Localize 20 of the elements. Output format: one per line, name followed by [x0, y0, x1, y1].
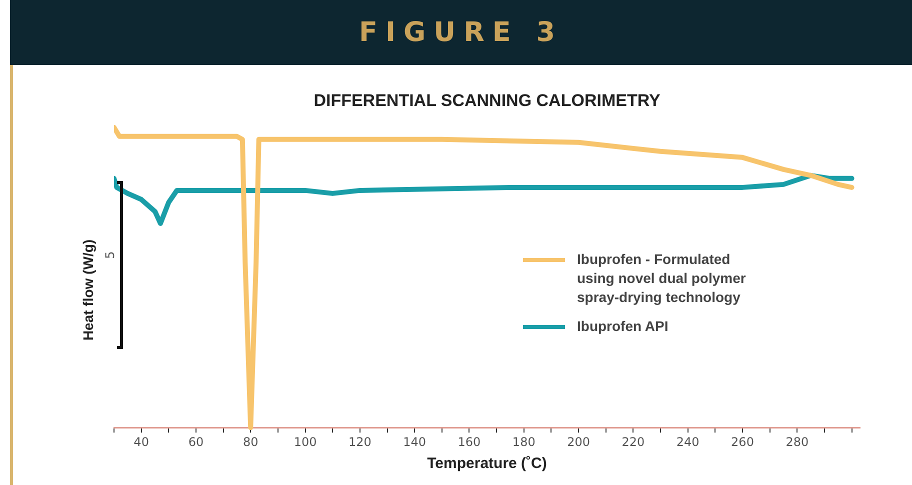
x-tick-label: 160: [458, 434, 481, 449]
legend-label: Ibuprofen - Formulated using novel dual polymer spray-drying technology: [577, 250, 747, 307]
x-tick-label: 280: [786, 434, 809, 449]
x-tick-label: 40: [134, 434, 149, 449]
x-tick-label: 120: [348, 434, 372, 449]
annotation: 5: [102, 251, 117, 259]
x-tick-label: 140: [403, 434, 426, 449]
caption: FIGURE 3: [10, 0, 912, 65]
x-axis-title: Temperature (˚C): [427, 455, 547, 472]
legend-label: Ibuprofen API: [577, 317, 668, 336]
x-tick-label: 180: [512, 434, 536, 449]
x-tick-label: 240: [676, 434, 700, 449]
x-tick-label: 60: [188, 434, 204, 449]
x-tick-label: 260: [731, 434, 754, 449]
x-tick-label: 200: [567, 434, 590, 449]
y-axis-title: Heat flow (W/g): [80, 239, 96, 341]
chart-title: DIFFERENTIAL SCANNING CALORIMETRY: [314, 90, 661, 110]
x-tick-label: 100: [294, 434, 317, 449]
x-tick-label: 80: [242, 434, 258, 449]
x-tick-label: 220: [622, 434, 645, 449]
